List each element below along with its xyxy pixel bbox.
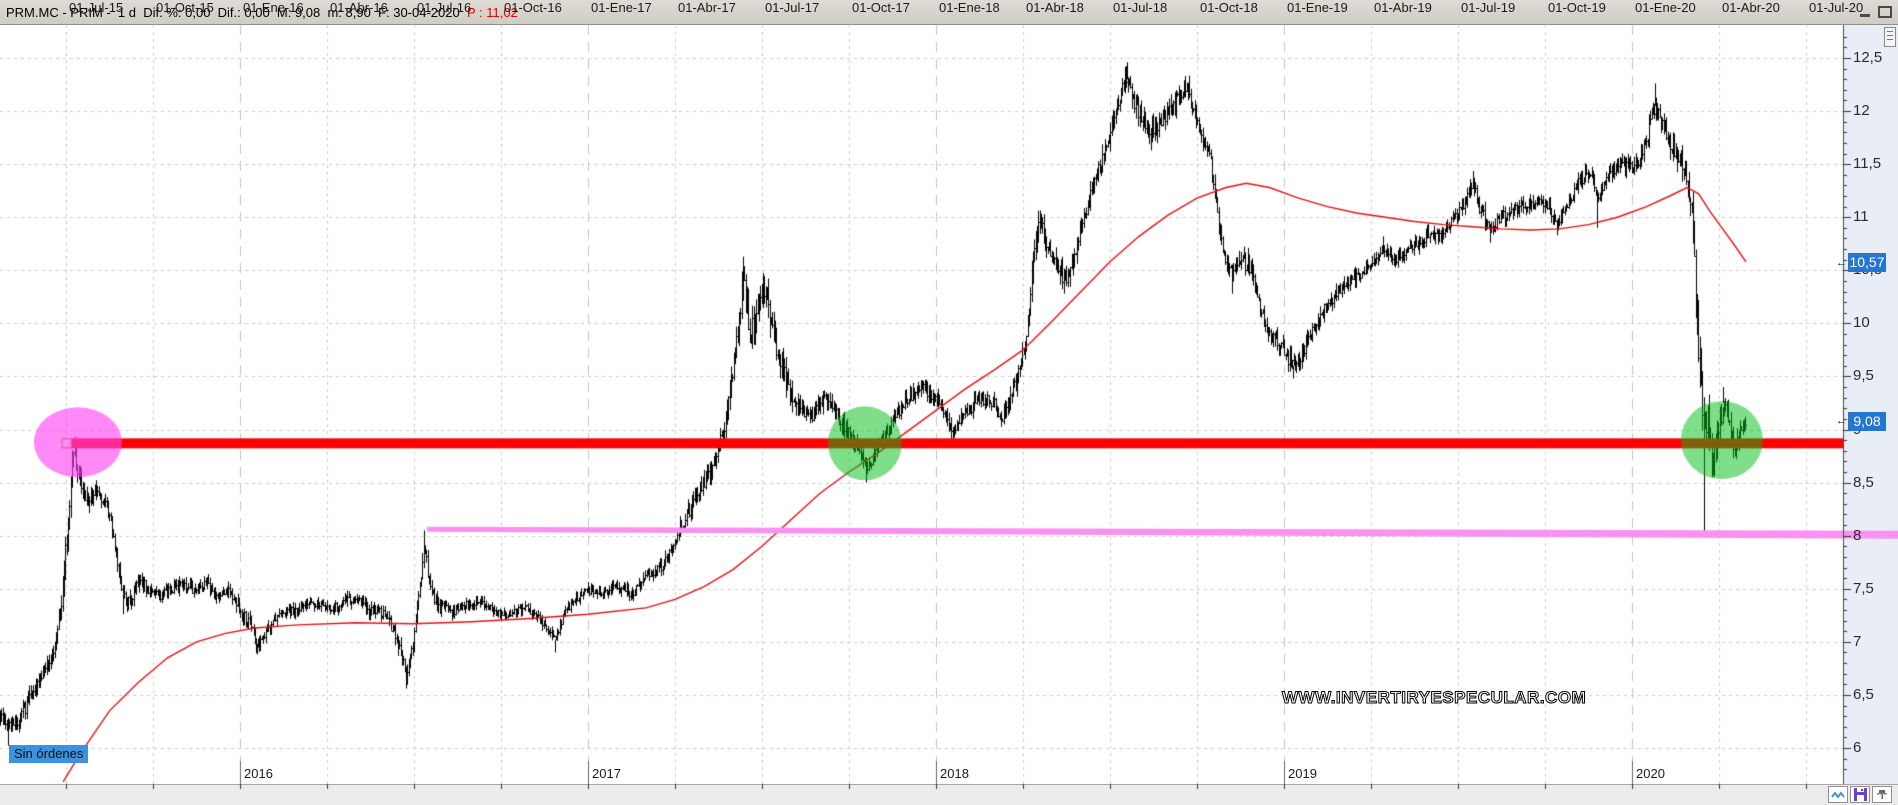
year-label: 2020 [1636,766,1665,781]
y-axis-label: 7,5 [1853,579,1874,597]
wave-icon[interactable] [1828,786,1848,803]
x-axis-label: 01-Jul-17 [765,0,820,15]
x-axis-label: 01-Abr-16 [330,0,388,15]
x-axis-label: 01-Abr-18 [1026,0,1084,15]
x-axis-label: 01-Oct-19 [1548,0,1606,15]
y-axis-label: 10 [1853,314,1870,332]
last-price-tag: 9,08 [1848,411,1886,431]
x-axis-label: 01-Ene-19 [1287,0,1348,15]
x-axis-label: 01-Abr-17 [678,0,736,15]
x-axis-label: 01-Jul-18 [1113,0,1168,15]
save-icon[interactable] [1850,786,1870,803]
x-axis-label: 01-Ene-18 [939,0,1000,15]
y-axis-label: 12,5 [1853,49,1883,66]
no-orders-badge: Sin órdenes [9,745,89,763]
x-axis-label: 01-Ene-20 [1635,0,1696,15]
year-label: 2019 [1288,766,1317,781]
y-axis-label: 11 [1853,208,1869,226]
x-axis-label: 01-Oct-17 [852,0,910,15]
y-axis-label: 8,5 [1853,473,1874,491]
y-axis-label: 9,5 [1853,367,1874,385]
y-axis-label: 6,5 [1853,685,1874,703]
last-price-arrow-icon: ← [1836,415,1847,428]
y-axis-label: 7 [1853,632,1862,650]
year-label: 2017 [592,766,621,781]
x-axis-label: 01-Ene-17 [591,0,652,15]
axis-settings-button[interactable] [1884,27,1896,47]
x-axis-label: 01-Oct-18 [1200,0,1258,15]
ma-value-arrow-icon: ← [1836,256,1847,269]
watermark-text: WWW.INVERTIRYESPECULAR.COM [1281,688,1587,708]
x-axis-label: 01-Jul-16 [417,0,472,15]
x-axis-label: 01-Abr-20 [1722,0,1780,15]
year-label: 2016 [244,766,273,781]
year-label: 2018 [940,766,969,781]
y-axis-label: 12 [1853,102,1870,120]
y-axis-label: 8 [1853,526,1862,544]
x-axis-label: 01-Ene-16 [243,0,304,15]
y-axis-label: 6 [1853,738,1862,756]
bottom-toolbar [1828,786,1892,803]
x-axis-label: 01-Oct-16 [504,0,562,15]
ma-value-price-tag: 10,57 [1848,253,1886,273]
pin-icon[interactable] [1872,786,1892,803]
x-axis-label: 01-Oct-15 [156,0,214,15]
x-axis-label: 01-Jul-20 [1809,0,1864,15]
y-axis-label: 11,5 [1853,155,1882,173]
x-axis-label: 01-Jul-15 [69,0,124,15]
x-axis-label: 01-Jul-19 [1461,0,1516,15]
x-axis-label: 01-Abr-19 [1374,0,1432,15]
